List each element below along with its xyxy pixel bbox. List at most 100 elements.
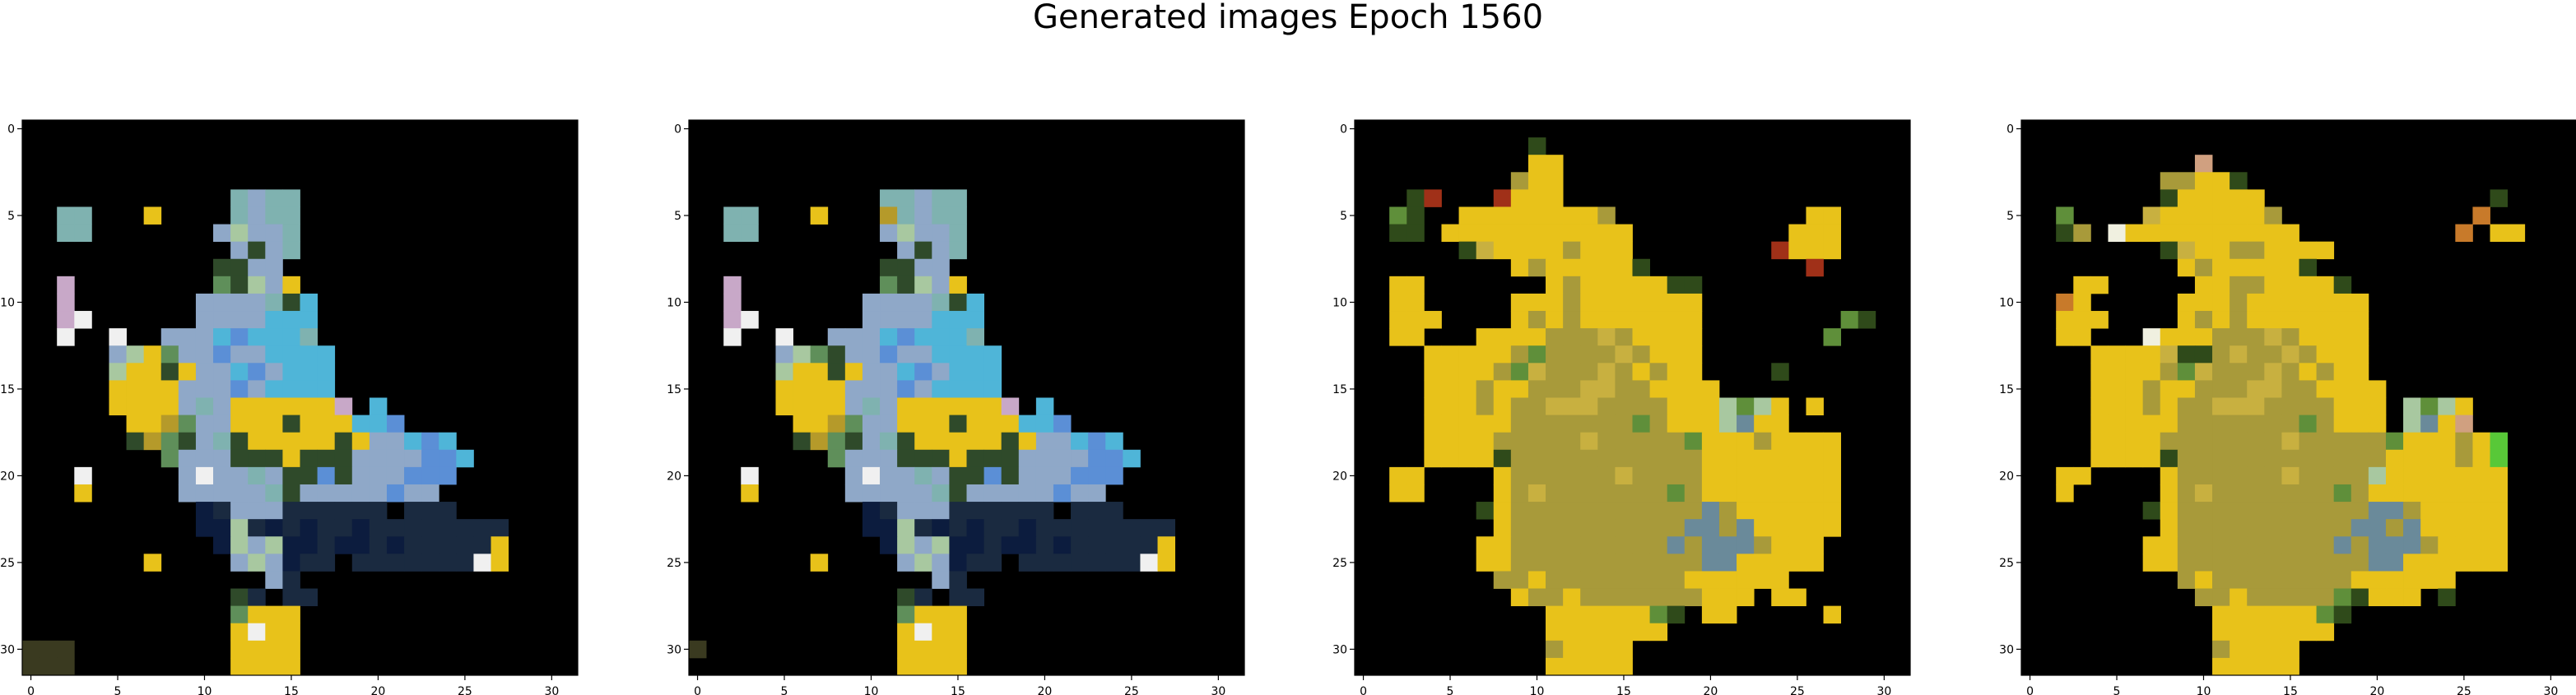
pixel xyxy=(2177,328,2196,346)
pixel xyxy=(2108,380,2126,398)
pixel xyxy=(741,206,759,225)
pixel xyxy=(1441,363,1459,381)
pixel xyxy=(1667,380,1686,398)
pixel xyxy=(2385,588,2404,607)
pixel xyxy=(178,363,197,381)
pixel xyxy=(2125,363,2144,381)
panel-frame xyxy=(2020,119,2576,676)
y-tick-label: 5 xyxy=(674,210,681,223)
pixel xyxy=(1053,536,1072,554)
pixel xyxy=(1493,363,1512,381)
pixel xyxy=(1546,311,1564,329)
pixel xyxy=(248,536,266,554)
pixel xyxy=(143,206,162,225)
pixel xyxy=(844,466,863,485)
pixel xyxy=(2177,363,2196,381)
pixel xyxy=(897,380,915,398)
pixel xyxy=(265,311,283,329)
pixel xyxy=(897,449,915,468)
pixel xyxy=(2420,484,2439,503)
pixel xyxy=(1510,363,1529,381)
pixel xyxy=(1510,536,1529,554)
pixel xyxy=(2333,484,2352,503)
pixel xyxy=(126,432,145,451)
pixel xyxy=(2299,397,2317,415)
y-tick-label: 15 xyxy=(667,383,681,396)
pixel xyxy=(844,484,863,503)
pixel xyxy=(334,432,353,451)
pixel xyxy=(265,415,283,433)
pixel xyxy=(386,449,405,468)
pixel xyxy=(2316,466,2335,485)
pixel xyxy=(2194,345,2213,364)
pixel xyxy=(2368,502,2387,520)
pixel xyxy=(2212,172,2230,190)
pixel xyxy=(2281,449,2299,468)
pixel xyxy=(1476,536,1495,554)
pixel xyxy=(1493,519,1512,537)
pixel xyxy=(178,432,197,451)
pixel xyxy=(2160,206,2178,225)
pixel xyxy=(491,519,509,537)
pixel xyxy=(914,449,932,468)
pixel xyxy=(1754,536,1772,554)
pixel xyxy=(2438,449,2456,468)
pixel xyxy=(404,466,422,485)
pixel xyxy=(1597,432,1616,451)
pixel xyxy=(317,432,336,451)
pixel xyxy=(1546,519,1564,537)
pixel xyxy=(1597,449,1616,468)
y-tick-label: 20 xyxy=(1332,470,1347,483)
pixel xyxy=(1597,502,1616,520)
pixel xyxy=(2247,189,2265,207)
pixel xyxy=(1632,415,1650,433)
pixel xyxy=(2264,258,2282,277)
pixel xyxy=(1667,571,1686,589)
pixel xyxy=(949,241,967,260)
pixel xyxy=(1157,554,1176,572)
pixel xyxy=(1510,241,1529,260)
pixel xyxy=(126,363,145,381)
pixel xyxy=(2230,623,2248,642)
pixel xyxy=(1667,588,1686,607)
pixel xyxy=(2316,605,2335,624)
pixel xyxy=(1788,241,1806,260)
pixel xyxy=(386,466,405,485)
pixel xyxy=(810,415,829,433)
pixel xyxy=(213,363,231,381)
pixel xyxy=(178,345,197,364)
pixel xyxy=(1424,449,1442,468)
pixel xyxy=(1667,293,1686,312)
pixel xyxy=(1001,415,1020,433)
pixel xyxy=(1389,293,1407,312)
pixel xyxy=(1441,432,1459,451)
pixel xyxy=(2230,484,2248,503)
pixel xyxy=(2368,449,2387,468)
pixel xyxy=(2420,449,2439,468)
pixel xyxy=(421,502,439,520)
pixel xyxy=(317,519,336,537)
pixel xyxy=(2403,502,2421,520)
pixel xyxy=(1788,554,1806,572)
pixel xyxy=(265,258,283,277)
x-tick-label: 20 xyxy=(1038,685,1053,695)
pixel xyxy=(1105,536,1123,554)
pixel xyxy=(932,415,950,433)
pixel xyxy=(421,484,439,503)
pixel xyxy=(1527,571,1546,589)
pixel xyxy=(2230,640,2248,659)
pixel xyxy=(1441,380,1459,398)
pixel xyxy=(248,432,266,451)
pixel xyxy=(1546,155,1564,173)
pixel xyxy=(2316,311,2335,329)
pixel xyxy=(248,554,266,572)
pixel xyxy=(160,328,179,346)
pixel xyxy=(1649,328,1668,346)
pixel xyxy=(1806,258,1824,277)
pixel xyxy=(248,311,266,329)
pixel xyxy=(1510,415,1529,433)
pixel xyxy=(1018,519,1037,537)
y-tick-label: 10 xyxy=(0,296,15,309)
pixel xyxy=(1597,224,1616,243)
pixel xyxy=(1458,415,1477,433)
